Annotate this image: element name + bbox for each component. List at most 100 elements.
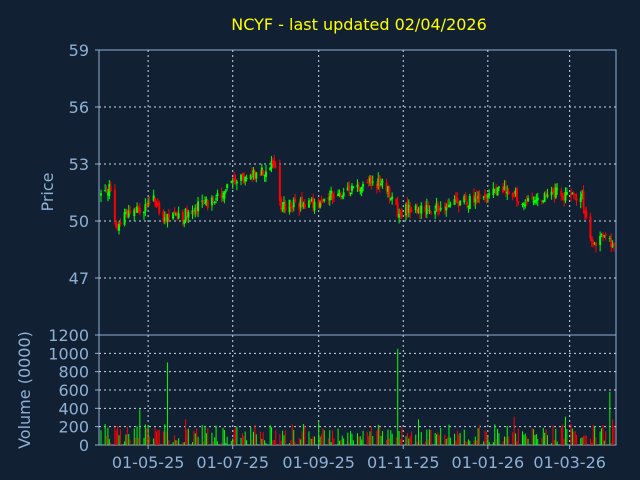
candle-body — [611, 244, 614, 247]
candle-body — [252, 170, 255, 178]
candle-body — [608, 238, 611, 240]
price-y-ticks: 47 50 53 56 59 — [69, 41, 99, 288]
candle-body — [172, 212, 175, 219]
x-axis-ticks: 01-05-25 01-07-25 01-09-25 01-11-25 01-01-26… — [112, 445, 606, 472]
candle-body — [167, 214, 170, 218]
candle-body — [574, 194, 577, 196]
candle-body — [289, 202, 292, 208]
volume-bars — [100, 348, 615, 445]
candle-body — [185, 209, 188, 216]
candle-body — [400, 212, 403, 214]
candle-body — [429, 211, 432, 213]
candle-body — [127, 211, 130, 217]
candle-body — [339, 194, 342, 198]
candle-body — [468, 196, 471, 209]
candle-body — [116, 228, 119, 230]
candle-body — [294, 198, 297, 203]
candle-body — [328, 196, 331, 201]
candle-body — [303, 204, 306, 209]
candle-body — [590, 236, 593, 242]
candle-body — [224, 190, 227, 192]
candle-body — [486, 194, 489, 198]
candle-body — [454, 196, 457, 200]
candle-body — [249, 174, 252, 180]
candle-body — [407, 204, 410, 213]
candle-body — [613, 242, 615, 246]
candle-body — [362, 184, 365, 187]
candle-body — [484, 193, 487, 197]
candle-body — [543, 193, 546, 202]
candle-body — [478, 194, 481, 200]
candle-body — [158, 202, 161, 214]
candle-body — [113, 189, 116, 220]
candle-body — [348, 185, 351, 191]
volume-axis-label: Volume (0000) — [15, 331, 34, 449]
candle-body — [522, 203, 525, 205]
candle-body — [230, 181, 233, 183]
candle-body — [575, 198, 578, 201]
candle-body — [278, 165, 281, 202]
candle-body — [106, 193, 109, 196]
candle-body — [212, 199, 215, 201]
volume-panel — [98, 334, 617, 446]
candle-body — [581, 193, 584, 197]
candle-body — [417, 209, 420, 213]
candle-body — [203, 202, 206, 204]
candle-body — [535, 200, 538, 202]
candle-body — [231, 180, 234, 183]
candle-body — [118, 224, 121, 231]
candle-body — [142, 211, 145, 214]
candle-body — [222, 196, 225, 198]
candle-body — [443, 207, 446, 209]
x-tick-label: 01-01-26 — [452, 453, 525, 472]
candle-body — [599, 236, 602, 245]
candle-body — [496, 188, 499, 196]
candle-body — [280, 198, 283, 210]
candle-body — [165, 217, 168, 223]
candle-body — [582, 191, 585, 207]
candle-body — [542, 200, 545, 203]
candle-body — [368, 177, 371, 183]
candle-body — [556, 188, 559, 190]
volume-tick-label: 800 — [58, 363, 89, 382]
candle-body — [156, 204, 159, 206]
candle-body — [213, 202, 216, 204]
x-tick-label: 01-09-25 — [282, 453, 355, 472]
candle-body — [313, 201, 316, 211]
candle-body — [475, 195, 478, 199]
candle-body — [388, 187, 391, 198]
candle-body — [317, 200, 320, 208]
candle-body — [173, 211, 176, 215]
candle-body — [133, 209, 136, 217]
candle-body — [352, 187, 355, 189]
candle-body — [438, 209, 441, 212]
candle-body — [145, 205, 148, 207]
candle-body — [502, 186, 505, 193]
candle-body — [337, 193, 340, 197]
candle-body — [585, 211, 588, 218]
candle-body — [192, 211, 195, 214]
candle-body — [459, 201, 462, 206]
candle-body — [191, 210, 194, 215]
candle-body — [424, 206, 427, 212]
candle-body — [545, 193, 548, 196]
candle-body — [181, 212, 184, 222]
candle-body — [449, 204, 452, 206]
candle-body — [124, 212, 127, 214]
candle-body — [215, 198, 218, 200]
candle-body — [385, 183, 388, 191]
candle-body — [241, 174, 244, 176]
candle-body — [302, 203, 305, 207]
candle-body — [359, 190, 362, 192]
candle-body — [271, 160, 274, 164]
candle-body — [453, 198, 456, 205]
candle-body — [206, 200, 209, 208]
candle-body — [349, 192, 352, 194]
candle-body — [174, 213, 177, 215]
candle-body — [533, 200, 536, 203]
candle-body — [398, 213, 401, 218]
candle-body — [136, 206, 139, 213]
candle-body — [579, 197, 582, 203]
candle-body — [240, 174, 243, 181]
